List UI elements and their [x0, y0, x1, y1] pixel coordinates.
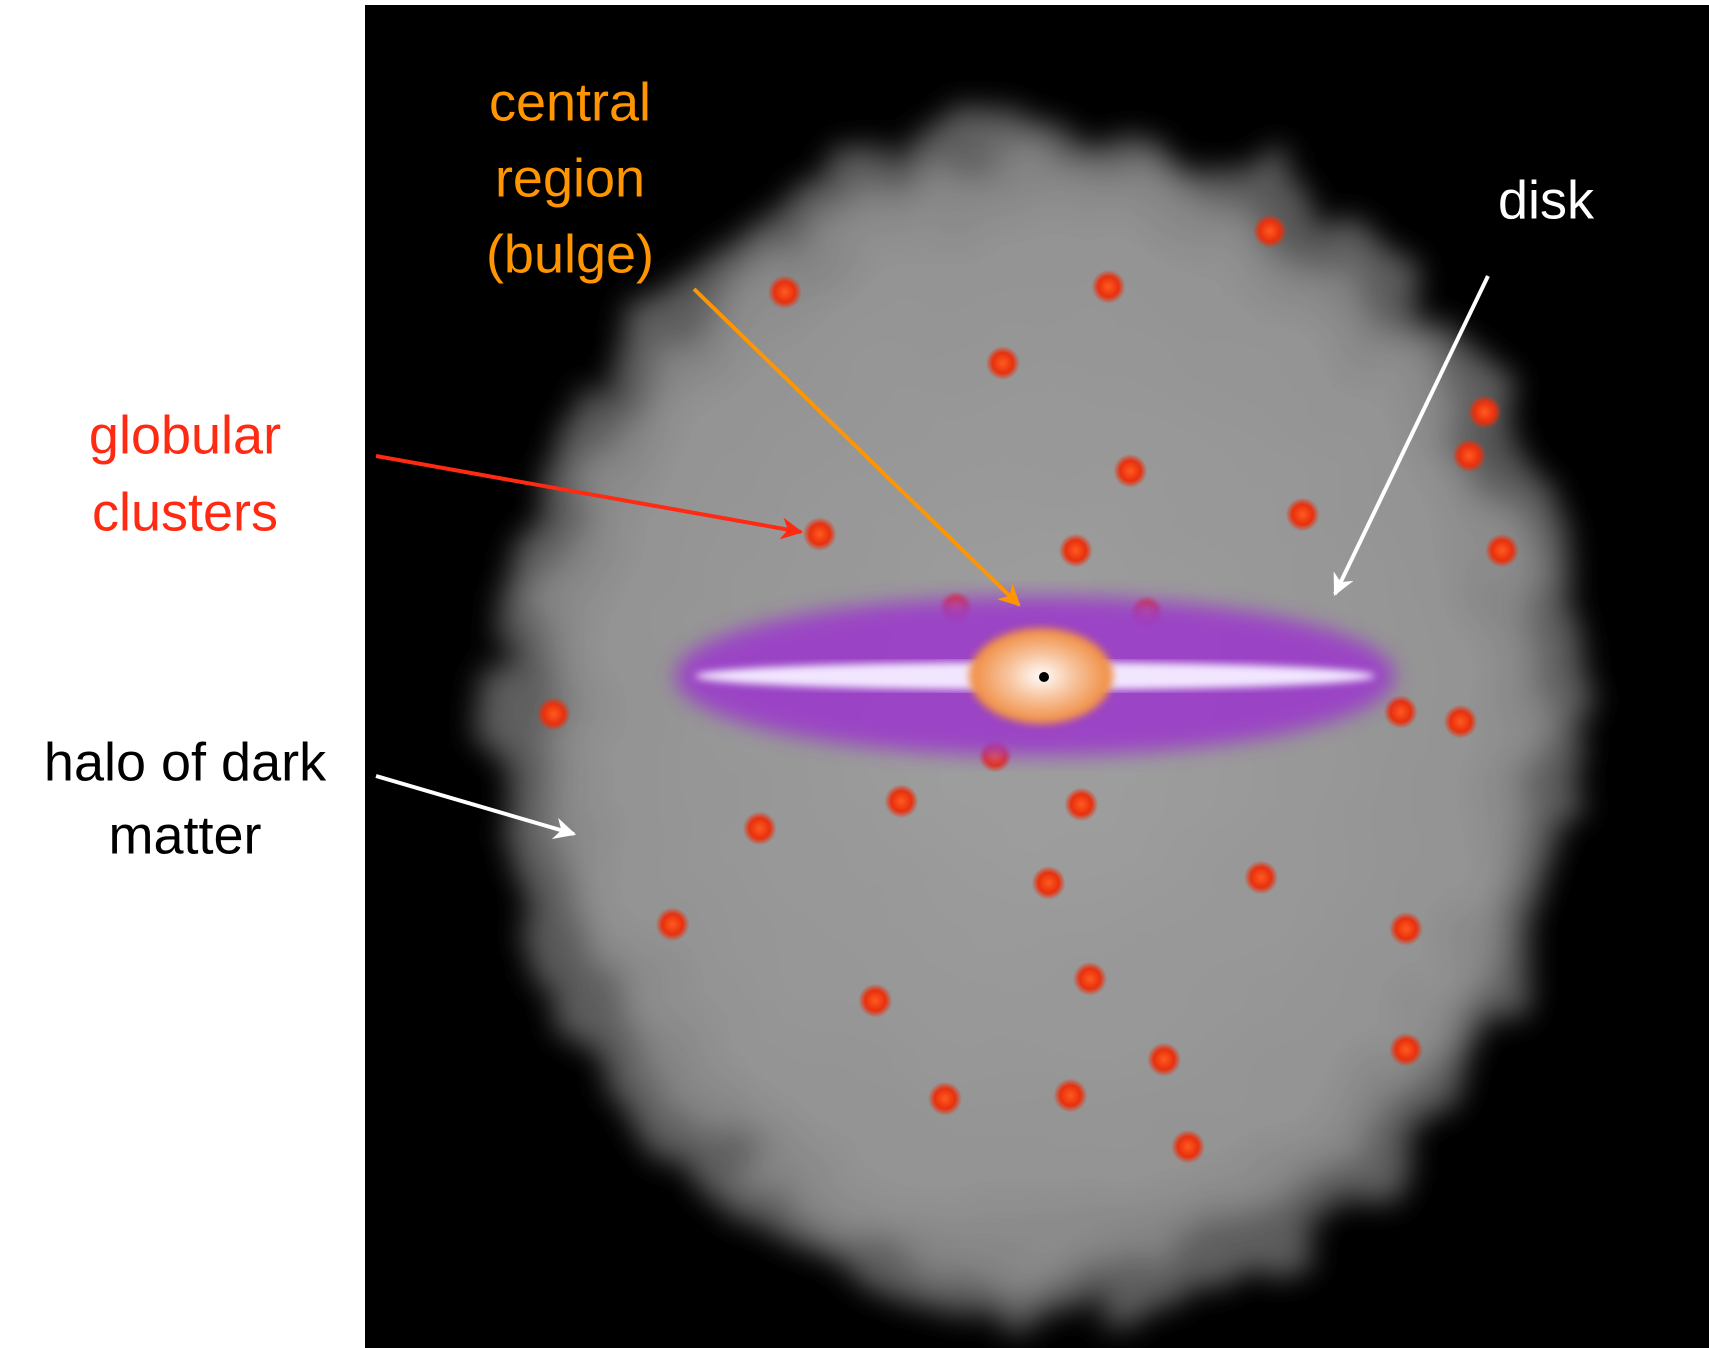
globular-cluster: [1032, 866, 1066, 900]
label-line: region: [495, 148, 645, 208]
globular-cluster: [1384, 695, 1418, 729]
globular-cluster: [743, 811, 777, 845]
halo-label: halo of dark matter: [44, 732, 327, 865]
globular-cluster: [928, 1082, 962, 1116]
globular-cluster: [1444, 705, 1478, 739]
globular-cluster: [1389, 912, 1423, 946]
globular-cluster: [1064, 787, 1098, 821]
galactic-disk: [675, 596, 1395, 756]
globular-cluster: [1468, 395, 1502, 429]
label-line: halo of dark: [44, 732, 327, 792]
globular-cluster: [1244, 861, 1278, 895]
globular-cluster: [1053, 1079, 1087, 1113]
clusters-label: globular clusters: [89, 405, 281, 542]
disk-label: disk: [1498, 170, 1595, 230]
globular-cluster: [1092, 270, 1126, 304]
globular-cluster: [986, 346, 1020, 380]
label-line: central: [489, 72, 651, 132]
globular-cluster: [1147, 1043, 1181, 1077]
globular-cluster: [858, 984, 892, 1018]
globular-cluster: [1073, 962, 1107, 996]
globular-cluster: [768, 275, 802, 309]
globular-cluster: [884, 784, 918, 818]
globular-cluster: [1171, 1130, 1205, 1164]
globular-cluster: [1253, 214, 1287, 248]
globular-cluster: [803, 517, 837, 551]
bulge-label: central region (bulge): [486, 72, 654, 284]
globular-cluster: [1485, 534, 1519, 568]
label-line: clusters: [92, 482, 278, 542]
globular-cluster: [1389, 1033, 1423, 1067]
globular-cluster: [537, 697, 571, 731]
label-line: matter: [108, 805, 261, 865]
page: central region (bulge) disk globular clu…: [0, 0, 1709, 1348]
diagram: central region (bulge) disk globular clu…: [0, 0, 1709, 1348]
globular-cluster: [1059, 534, 1093, 568]
globular-cluster: [656, 907, 690, 941]
globular-cluster: [1452, 439, 1486, 473]
globular-cluster: [1113, 454, 1147, 488]
label-line: (bulge): [486, 224, 654, 284]
globular-cluster: [1286, 498, 1320, 532]
label-line: globular: [89, 405, 281, 465]
